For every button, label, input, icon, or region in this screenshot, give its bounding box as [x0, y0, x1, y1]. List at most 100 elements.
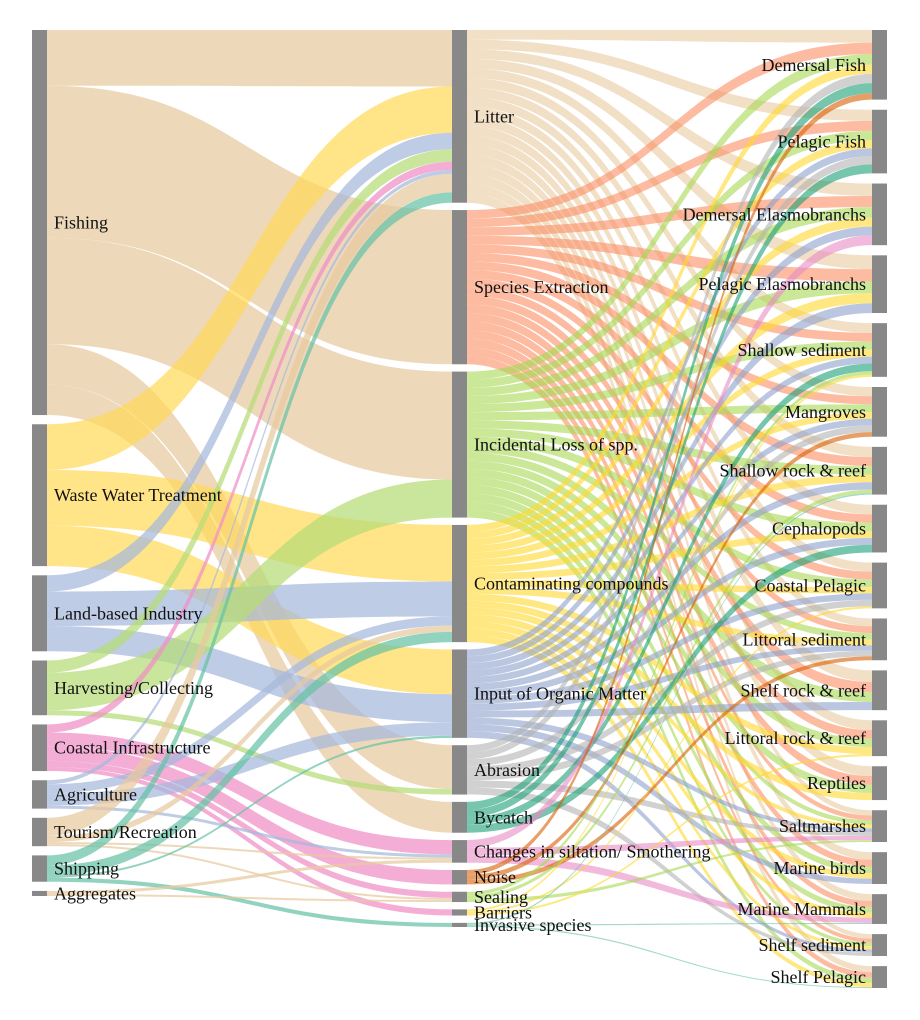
node-mangroves: [872, 386, 887, 437]
label-sealing: Sealing: [474, 887, 528, 907]
node-species-extraction: [452, 210, 467, 365]
node-saltmarshes: [872, 810, 887, 843]
flow-contaminating-compounds-to-reptiles: [467, 600, 872, 801]
node-demersal-elasmobranchs: [872, 183, 887, 246]
node-input-of-organic-matter: [452, 649, 467, 738]
flow-contaminating-compounds-to-shelf-sediment: [467, 628, 872, 950]
node-marine-mammals: [872, 894, 887, 924]
node-abrasion: [452, 745, 467, 795]
label-shelf-pelagic: Shelf Pelagic: [771, 967, 866, 987]
label-barriers: Barriers: [474, 902, 532, 922]
flow-agriculture-to-input-of-organic-matter: [47, 722, 452, 806]
node-shallow-rock-reef: [872, 446, 887, 495]
flow-coastal-infrastructure-to-barriers: [47, 766, 452, 916]
flow-contaminating-compounds-to-cephalopods: [467, 531, 872, 581]
label-saltmarshes: Saltmarshes: [779, 816, 866, 836]
flow-aggregates-to-changes-in-siltation-smothering: [47, 859, 452, 894]
node-agriculture: [32, 780, 47, 809]
label-mangroves: Mangroves: [785, 402, 866, 422]
node-pelagic-fish: [872, 109, 887, 174]
flow-shipping-to-invasive-species: [47, 877, 452, 927]
label-changes-in-siltation-smothering: Changes in siltation/ Smothering: [474, 841, 711, 861]
flow-abrasion-to-pelagic-fish: [467, 156, 872, 760]
label-aggregates: Aggregates: [54, 883, 136, 903]
flow-species-extraction-to-marine-mammals: [467, 338, 872, 908]
flow-abrasion-to-demersal-fish: [467, 73, 872, 753]
node-invasive-species: [452, 922, 467, 927]
flow-incidental-loss-of-spp-to-demersal-fish: [467, 53, 872, 380]
flow-changes-in-siltation-smothering-to-demersal-elasmobranchs: [467, 235, 872, 848]
flow-litter-to-shallow-sediment: [467, 68, 872, 333]
flow-barriers-to-shallow-sediment: [467, 374, 872, 912]
label-littoral-rock-reef: Littoral rock & reef: [725, 728, 866, 748]
flow-species-extraction-to-pelagic-fish: [467, 120, 872, 228]
label-input-of-organic-matter: Input of Organic Matter: [474, 684, 646, 704]
flow-species-extraction-to-cephalopods: [467, 270, 872, 523]
flow-litter-to-demersal-fish: [467, 30, 872, 43]
flow-species-extraction-to-saltmarshes: [467, 321, 872, 821]
node-shelf-rock-reef: [872, 670, 887, 711]
label-demersal-elasmobranchs: Demersal Elasmobranchs: [683, 204, 866, 224]
flow-input-of-organic-matter-to-saltmarshes: [467, 717, 872, 833]
flow-species-extraction-to-coastal-pelagic: [467, 278, 872, 580]
node-harvesting-collecting: [32, 660, 47, 716]
flow-sealing-to-saltmarshes: [467, 840, 872, 903]
flow-litter-to-littoral-sediment: [467, 116, 872, 627]
label-harvesting-collecting: Harvesting/Collecting: [54, 678, 213, 698]
label-cephalopods: Cephalopods: [772, 519, 866, 539]
node-demersal-fish: [872, 30, 887, 100]
flow-tourism-recreation-to-contaminating-compounds: [47, 625, 452, 843]
flow-contaminating-compounds-to-pelagic-fish: [467, 140, 872, 539]
flow-abrasion-to-saltmarshes: [467, 780, 872, 837]
flow-incidental-loss-of-spp-to-coastal-pelagic: [467, 436, 872, 588]
flow-litter-to-pelagic-elasmobranchs: [467, 58, 872, 270]
flow-barriers-to-littoral-rock-reef: [467, 754, 872, 916]
label-coastal-infrastructure: Coastal Infrastructure: [54, 738, 210, 758]
flow-shipping-to-litter: [47, 192, 452, 866]
flow-noise-to-mangroves: [467, 432, 872, 880]
flow-land-based-industry-to-litter: [47, 132, 452, 592]
flow-tourism-recreation-to-sealing: [47, 844, 452, 900]
label-pelagic-fish: Pelagic Fish: [778, 132, 867, 152]
label-marine-birds: Marine birds: [774, 858, 866, 878]
label-fishing: Fishing: [54, 213, 108, 233]
flow-input-of-organic-matter-to-mangroves: [467, 418, 872, 684]
node-incidental-loss-of-spp: [452, 371, 467, 518]
node-cephalopods: [872, 504, 887, 553]
flow-contaminating-compounds-to-pelagic-elasmobranchs: [467, 293, 872, 553]
flow-bycatch-to-shallow-sediment: [467, 363, 872, 826]
label-litter: Litter: [474, 106, 514, 126]
flow-agriculture-to-changes-in-siltation-smothering: [47, 805, 452, 858]
flow-agriculture-to-contaminating-compounds: [47, 616, 452, 794]
label-marine-mammals: Marine Mammals: [738, 899, 866, 919]
flow-input-of-organic-matter-to-littoral-sediment: [467, 645, 872, 711]
flow-fishing-to-litter: [47, 30, 452, 87]
flow-contaminating-compounds-to-littoral-rock-reef: [467, 593, 872, 755]
flow-bycatch-to-cephalopods: [467, 544, 872, 833]
label-tourism-recreation: Tourism/Recreation: [54, 822, 197, 842]
flow-shipping-to-contaminating-compounds: [47, 631, 452, 876]
label-contaminating-compounds: Contaminating compounds: [474, 574, 668, 594]
label-noise: Noise: [474, 867, 516, 887]
flow-contaminating-compounds-to-demersal-elasmobranchs: [467, 217, 872, 546]
node-shallow-sediment: [872, 323, 887, 377]
flow-incidental-loss-of-spp-to-reptiles: [467, 468, 872, 794]
flow-incidental-loss-of-spp-to-shelf-rock-reef: [467, 452, 872, 702]
label-pelagic-elasmobranchs: Pelagic Elasmobranchs: [699, 274, 866, 294]
flow-species-extraction-to-shelf-sediment: [467, 347, 872, 943]
flow-incidental-loss-of-spp-to-shelf-sediment: [467, 501, 872, 947]
flow-input-of-organic-matter-to-shallow-sediment: [467, 356, 872, 677]
node-aggregates: [32, 890, 47, 896]
flow-input-of-organic-matter-to-marine-birds: [467, 724, 872, 884]
flow-litter-to-pelagic-fish: [467, 39, 872, 121]
label-shallow-rock-reef: Shallow rock & reef: [720, 461, 866, 481]
flow-coastal-infrastructure-to-changes-in-siltation-smothering: [47, 732, 452, 855]
flow-tourism-recreation-to-litter: [47, 173, 452, 837]
flow-litter-to-shallow-rock-reef: [467, 87, 872, 458]
flow-input-of-organic-matter-to-cephalopods: [467, 537, 872, 698]
node-sealing: [452, 891, 467, 903]
node-shelf-sediment: [872, 934, 887, 956]
sankey-labels: Fishing Waste Water Treatment Land-based I…: [54, 55, 866, 987]
